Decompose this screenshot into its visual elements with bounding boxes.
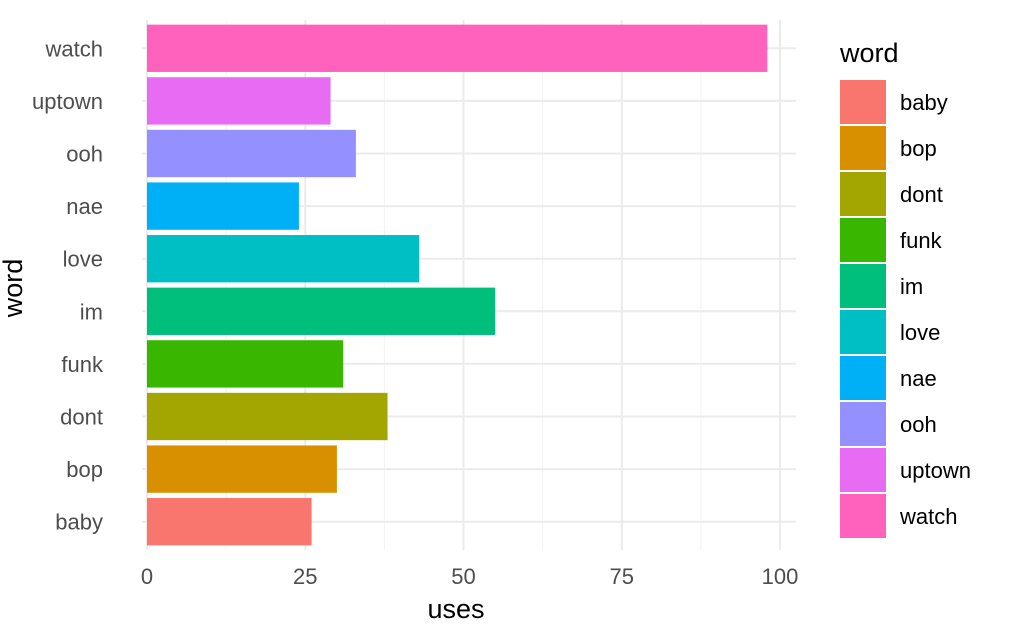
bars-group <box>147 24 768 546</box>
x-tick-label: 0 <box>141 564 153 589</box>
legend-label: baby <box>900 90 948 115</box>
y-tick-label: funk <box>61 352 104 377</box>
legend-key-uptown <box>840 448 886 492</box>
legend-label: dont <box>900 182 943 207</box>
y-tick-label: im <box>80 299 103 324</box>
y-tick-label: nae <box>66 194 103 219</box>
bar-bop <box>147 445 337 493</box>
y-tick-label: bop <box>66 457 103 482</box>
legend-key-love <box>840 310 886 354</box>
x-tick-label: 50 <box>451 564 475 589</box>
x-tick-label: 100 <box>762 564 799 589</box>
x-tick-label: 75 <box>610 564 634 589</box>
bar-watch <box>147 24 768 72</box>
x-axis-title: uses <box>427 594 484 624</box>
x-tick-label: 25 <box>293 564 317 589</box>
legend-key-nae <box>840 356 886 400</box>
legend-label: watch <box>899 504 957 529</box>
legend-items: baby bop dont funk im love nae ooh uptown watch <box>840 80 971 538</box>
legend-key-watch <box>840 494 886 538</box>
bar-dont <box>147 392 388 441</box>
legend-key-funk <box>840 218 886 262</box>
legend-label: funk <box>900 228 943 253</box>
legend-label: uptown <box>900 458 971 483</box>
bar-uptown <box>147 77 331 125</box>
legend-label: im <box>900 274 923 299</box>
legend-key-im <box>840 264 886 308</box>
y-tick-label: watch <box>45 36 103 61</box>
bar-im <box>147 287 496 335</box>
legend-label: nae <box>900 366 937 391</box>
y-tick-label: baby <box>55 510 103 535</box>
bar-funk <box>147 340 344 388</box>
x-tick-labels: 0 25 50 75 100 <box>141 564 798 589</box>
y-tick-labels: baby bop dont funk im love nae ooh uptown watch <box>32 36 104 534</box>
y-axis-title: word <box>0 259 28 319</box>
y-tick-label: dont <box>60 405 103 430</box>
bar-ooh <box>147 129 356 178</box>
legend-title: word <box>839 38 899 68</box>
legend-label: love <box>900 320 940 345</box>
legend: word baby bop dont funk im love nae ooh uptown wa… <box>839 38 971 538</box>
bar-nae <box>147 182 299 230</box>
legend-label: bop <box>900 136 937 161</box>
legend-key-dont <box>840 172 886 216</box>
y-tick-label: love <box>63 247 103 272</box>
legend-key-baby <box>840 80 886 124</box>
legend-key-ooh <box>840 402 886 446</box>
legend-label: ooh <box>900 412 937 437</box>
y-tick-label: uptown <box>32 89 103 114</box>
bar-love <box>147 235 420 283</box>
y-tick-label: ooh <box>66 142 103 167</box>
legend-key-bop <box>840 126 886 170</box>
bar-baby <box>147 498 312 546</box>
